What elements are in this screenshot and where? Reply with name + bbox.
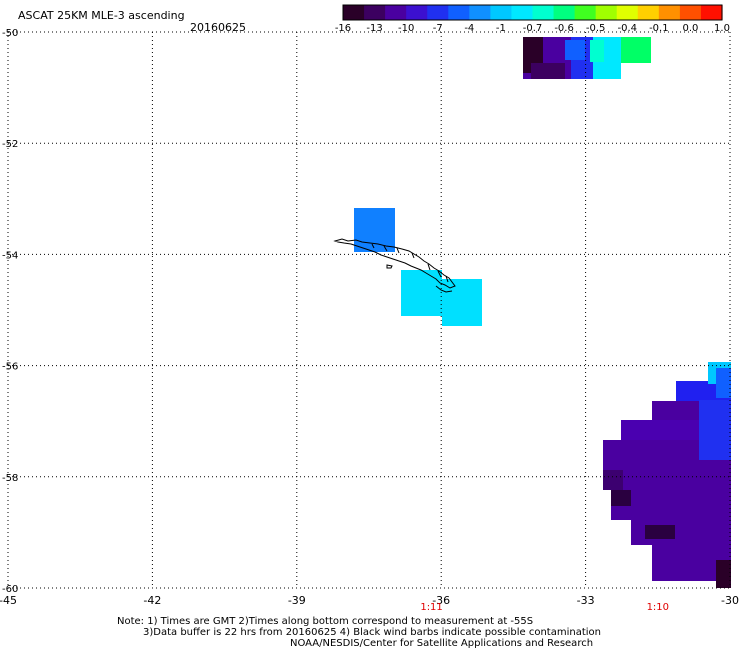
lat-lon-grid	[7, 31, 731, 589]
data-cell	[531, 63, 565, 79]
note-line-2: 3)Data buffer is 22 hrs from 20160625 4)…	[143, 627, 601, 638]
data-cell	[716, 560, 731, 588]
colorbar-tick-label: -13	[366, 23, 382, 34]
lat-tick-label: -60	[2, 584, 18, 595]
colorbar-tick-label: -0.6	[554, 23, 574, 34]
colorbar-tick-label: -1	[496, 23, 506, 34]
colorbar-swatch	[532, 5, 555, 20]
lon-tick-label: -30	[721, 594, 739, 607]
colorbar-tick-label: 1.0	[714, 23, 730, 34]
colorbar-tick-label: -0.5	[586, 23, 606, 34]
colorbar-swatch	[343, 5, 365, 20]
lat-tick-label: -56	[2, 362, 18, 373]
time-mark-label: 1:11	[420, 602, 442, 613]
data-cell	[401, 270, 442, 316]
time-mark-label: 1:10	[647, 602, 669, 613]
lon-tick-label: -39	[288, 594, 306, 607]
colorbar-tick-label: -10	[398, 23, 414, 34]
data-cell	[442, 279, 482, 326]
south-georgia-coastline	[333, 238, 456, 293]
lon-tick-label: -42	[143, 594, 161, 607]
colorbar-swatch	[658, 5, 681, 20]
lat-tick-label: -54	[2, 250, 18, 261]
colorbar-swatch	[490, 5, 513, 20]
data-cell	[716, 368, 731, 398]
colorbar-frame	[342, 4, 723, 21]
data-cell	[699, 400, 731, 460]
data-cell	[645, 525, 675, 539]
data-cell	[590, 40, 604, 62]
lon-tick-label: -33	[577, 594, 595, 607]
colorbar-tick-label: 0.0	[682, 23, 698, 34]
coastline-island	[386, 264, 393, 269]
colorbar-swatch	[448, 5, 470, 20]
data-cell	[611, 490, 631, 506]
map-date: 20160625	[190, 21, 246, 34]
colorbar-swatch	[385, 5, 407, 20]
lon-tick-label: -45	[0, 594, 17, 607]
note-line-3: NOAA/NESDIS/Center for Satellite Applica…	[290, 638, 594, 649]
data-cell	[354, 208, 395, 252]
colorbar-swatch	[574, 5, 597, 20]
colorbar-swatch	[406, 5, 428, 20]
lat-tick-label: -58	[2, 473, 18, 484]
colorbar-swatch	[595, 5, 618, 20]
colorbar-swatch	[637, 5, 660, 20]
colorbar-swatch	[427, 5, 449, 20]
colorbar-swatch	[553, 5, 576, 20]
note-line-1: Note: 1) Times are GMT 2)Times along bot…	[117, 616, 534, 627]
axis-labels: -45 -42 -39 -36 -33 -30 -50 -52 -54 -56 -58 -60 1:11…	[0, 28, 739, 613]
lon-tick-label: -36	[432, 594, 450, 607]
colorbar: -16 -13 -10 -7 -4 -1 -0.7 -0.6 -0.5 -0.4 -0.1 0.0 1.…	[335, 4, 730, 34]
colorbar-swatch	[469, 5, 491, 20]
colorbar-swatch	[364, 5, 386, 20]
colorbar-tick-label: -4	[464, 23, 474, 34]
colorbar-tick-label: -16	[335, 23, 351, 34]
colorbar-swatch	[511, 5, 534, 20]
map-title: ASCAT 25KM MLE-3 ascending	[18, 9, 185, 22]
colorbar-tick-label: -0.4	[617, 23, 637, 34]
lat-tick-label: -50	[2, 28, 18, 39]
lat-tick-label: -52	[2, 139, 18, 150]
colorbar-tick-label: -0.7	[523, 23, 543, 34]
data-cell	[565, 40, 585, 60]
colorbar-swatch	[700, 5, 723, 20]
colorbar-swatch	[616, 5, 639, 20]
data-patches	[354, 37, 731, 588]
colorbar-tick-label: -0.1	[649, 23, 669, 34]
coastline	[333, 238, 456, 289]
data-cell	[603, 470, 623, 490]
coastline-fjords	[371, 243, 453, 293]
colorbar-tick-label: -7	[433, 23, 443, 34]
colorbar-swatch	[679, 5, 702, 20]
